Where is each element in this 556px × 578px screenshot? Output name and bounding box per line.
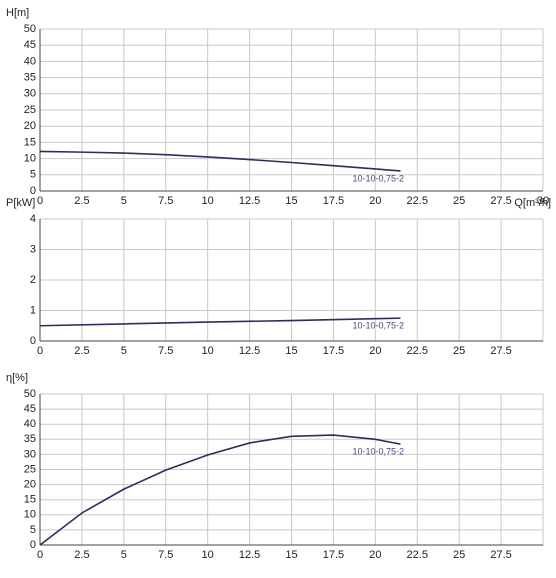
- x-tick-label: 10: [202, 195, 214, 207]
- y-tick-label: 10: [24, 509, 36, 521]
- x-tick-label: 10: [202, 345, 214, 357]
- x-tick-label: 27.5: [490, 195, 511, 207]
- x-tick-label: 17.5: [323, 549, 344, 561]
- series-label: 10-10-0,75-2: [352, 321, 404, 331]
- x-tick-label: 12.5: [239, 195, 260, 207]
- line: [39, 317, 401, 327]
- y-tick-label: 50: [24, 388, 36, 400]
- y-tick-label: 35: [24, 433, 36, 445]
- x-axis-title: Q[m³/h]: [514, 197, 551, 209]
- x-tick-label: 7.5: [158, 345, 173, 357]
- y-tick-label: 50: [24, 23, 36, 35]
- x-tick-label: 17.5: [323, 345, 344, 357]
- x-tick-label: 15: [285, 195, 297, 207]
- y-tick-label: 25: [24, 104, 36, 116]
- line: [39, 434, 401, 546]
- y-tick-label: 5: [30, 169, 36, 181]
- y-tick-label: 15: [24, 136, 36, 148]
- y-tick-label: 25: [24, 463, 36, 475]
- y-tick-label: 0: [30, 335, 36, 347]
- x-tick-label: 7.5: [158, 195, 173, 207]
- x-tick-label: 20: [369, 549, 381, 561]
- y-tick-label: 4: [30, 213, 36, 225]
- y-tick-label: 1: [30, 304, 36, 316]
- series-label: 10-10-0,75-2: [352, 447, 404, 457]
- x-tick-label: 2.5: [74, 195, 89, 207]
- y-tick-label: 30: [24, 448, 36, 460]
- line: [39, 150, 401, 172]
- x-tick-label: 20: [369, 195, 381, 207]
- y-tick-label: 5: [30, 524, 36, 536]
- y-tick-label: 45: [24, 403, 36, 415]
- x-tick-label: 15: [285, 345, 297, 357]
- y-axis-title: P[kW]: [6, 197, 35, 209]
- x-tick-label: 12.5: [239, 345, 260, 357]
- y-tick-label: 3: [30, 243, 36, 255]
- x-tick-label: 25: [453, 195, 465, 207]
- x-tick-label: 5: [121, 195, 127, 207]
- x-tick-label: 20: [369, 345, 381, 357]
- y-tick-label: 20: [24, 479, 36, 491]
- x-tick-label: 2.5: [74, 549, 89, 561]
- x-tick-label: 7.5: [158, 549, 173, 561]
- x-tick-label: 17.5: [323, 195, 344, 207]
- y-tick-label: 40: [24, 418, 36, 430]
- y-axis-title: H[m]: [6, 7, 29, 19]
- x-tick-label: 2.5: [74, 345, 89, 357]
- x-tick-label: 22.5: [407, 345, 428, 357]
- y-tick-label: 40: [24, 55, 36, 67]
- x-tick-label: 5: [121, 345, 127, 357]
- y-tick-label: 2: [30, 274, 36, 286]
- y-tick-label: 0: [30, 185, 36, 197]
- x-tick-label: 27.5: [490, 345, 511, 357]
- x-tick-label: 22.5: [407, 549, 428, 561]
- y-tick-label: 45: [24, 39, 36, 51]
- y-tick-label: 30: [24, 88, 36, 100]
- x-tick-label: 25: [453, 345, 465, 357]
- x-tick-label: 0: [37, 549, 43, 561]
- y-tick-label: 0: [30, 539, 36, 551]
- x-tick-label: 30: [537, 195, 549, 207]
- y-tick-label: 20: [24, 120, 36, 132]
- x-tick-label: 25: [453, 549, 465, 561]
- x-tick-label: 27.5: [490, 549, 511, 561]
- x-tick-label: 0: [37, 195, 43, 207]
- y-tick-label: 35: [24, 72, 36, 84]
- x-tick-label: 0: [37, 345, 43, 357]
- x-tick-label: 22.5: [407, 195, 428, 207]
- x-tick-label: 15: [285, 549, 297, 561]
- y-tick-label: 15: [24, 494, 36, 506]
- y-axis-title: η[%]: [6, 372, 28, 384]
- x-tick-label: 10: [202, 549, 214, 561]
- series-label: 10-10-0,75-2: [352, 173, 404, 183]
- y-tick-label: 10: [24, 153, 36, 165]
- x-tick-label: 5: [121, 549, 127, 561]
- x-tick-label: 12.5: [239, 549, 260, 561]
